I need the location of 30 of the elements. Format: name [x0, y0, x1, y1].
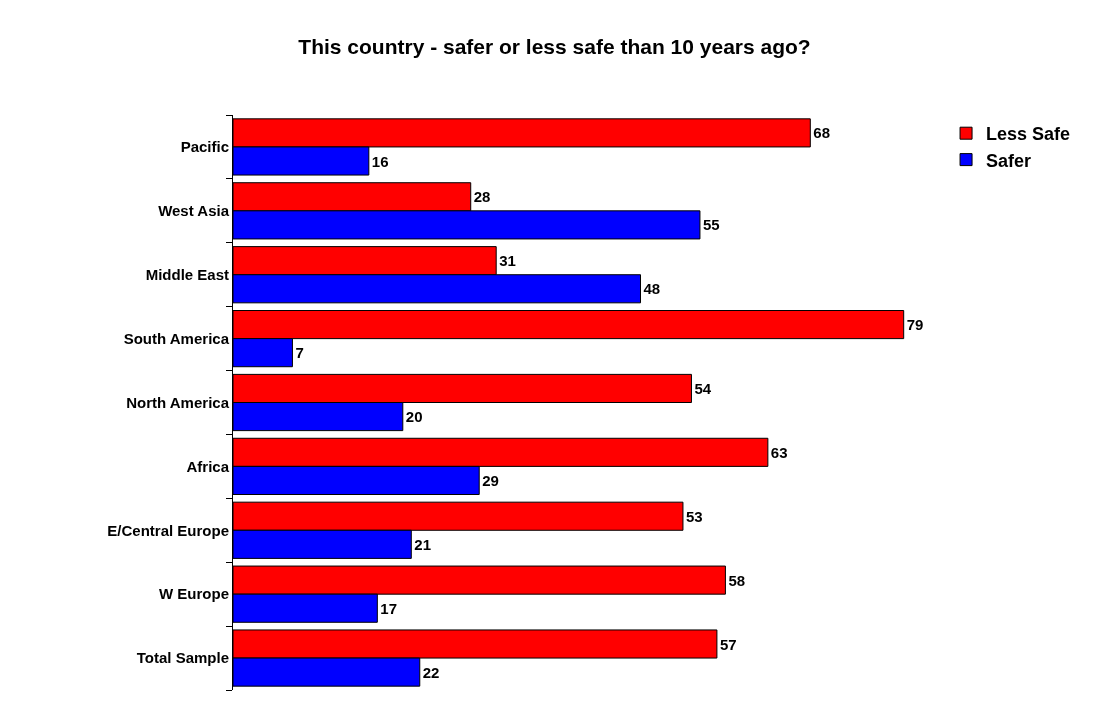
data-label: 29 [482, 471, 499, 489]
data-label: 63 [770, 443, 788, 461]
data-label: 17 [380, 599, 398, 617]
y-tick-label: Middle East [145, 265, 229, 283]
data-label: 48 [643, 280, 661, 298]
data-label: 53 [685, 507, 703, 525]
data-label: 57 [719, 635, 737, 653]
data-label: 7 [295, 344, 304, 362]
y-tick-label: West Asia [158, 202, 230, 220]
data-label: 21 [414, 535, 431, 553]
data-label: 31 [499, 252, 516, 270]
y-tick-label: Africa [186, 457, 230, 475]
y-tick-label: South America [123, 329, 230, 347]
legend-label: Less Safe [986, 124, 1071, 145]
data-label: 79 [906, 316, 924, 334]
data-label: 22 [422, 663, 440, 681]
data-label: 54 [694, 379, 712, 397]
legend-label: Safer [986, 150, 1032, 171]
data-label: 28 [473, 188, 491, 206]
y-tick-label: Total Sample [136, 649, 229, 667]
chart-title: This country - safer or less safe than 10 years ago? [298, 34, 811, 58]
data-label: 68 [813, 124, 830, 142]
data-label: 16 [371, 152, 389, 170]
y-tick-label: Pacific [180, 138, 229, 156]
data-label: 55 [702, 216, 720, 234]
data-label: 58 [728, 571, 746, 589]
y-tick-label: North America [126, 393, 230, 411]
y-tick-label: E/Central Europe [107, 521, 229, 539]
y-tick-label: W Europe [159, 585, 229, 603]
data-label: 20 [405, 408, 423, 426]
